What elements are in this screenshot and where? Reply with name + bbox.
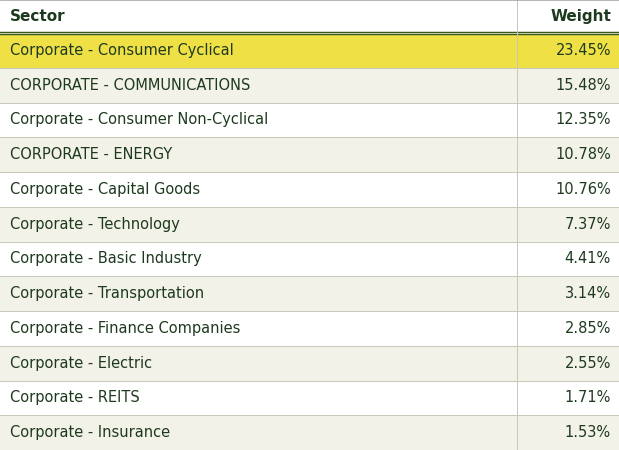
Text: Corporate - Basic Industry: Corporate - Basic Industry bbox=[10, 252, 202, 266]
Text: 2.55%: 2.55% bbox=[565, 356, 611, 371]
Bar bbox=[0, 346, 517, 381]
Bar bbox=[517, 207, 619, 242]
Text: 2.85%: 2.85% bbox=[565, 321, 611, 336]
Text: 7.37%: 7.37% bbox=[565, 216, 611, 232]
Bar bbox=[517, 33, 619, 68]
Text: 12.35%: 12.35% bbox=[555, 112, 611, 127]
Bar bbox=[0, 311, 517, 346]
Bar bbox=[517, 68, 619, 103]
Text: CORPORATE - COMMUNICATIONS: CORPORATE - COMMUNICATIONS bbox=[10, 77, 250, 93]
Text: Corporate - Consumer Non-Cyclical: Corporate - Consumer Non-Cyclical bbox=[10, 112, 268, 127]
Bar bbox=[0, 172, 517, 207]
Text: 10.78%: 10.78% bbox=[555, 147, 611, 162]
Bar bbox=[517, 242, 619, 276]
Text: Corporate - Capital Goods: Corporate - Capital Goods bbox=[10, 182, 200, 197]
Text: Corporate - Finance Companies: Corporate - Finance Companies bbox=[10, 321, 240, 336]
Text: Corporate - Consumer Cyclical: Corporate - Consumer Cyclical bbox=[10, 43, 234, 58]
Text: Corporate - Technology: Corporate - Technology bbox=[10, 216, 180, 232]
Bar bbox=[517, 276, 619, 311]
Text: 1.53%: 1.53% bbox=[565, 425, 611, 440]
Bar bbox=[0, 207, 517, 242]
Bar bbox=[0, 33, 517, 68]
Bar bbox=[517, 172, 619, 207]
Text: 1.71%: 1.71% bbox=[565, 390, 611, 405]
Bar bbox=[0, 381, 517, 415]
Bar bbox=[517, 346, 619, 381]
Text: 10.76%: 10.76% bbox=[555, 182, 611, 197]
Bar bbox=[0, 137, 517, 172]
Bar bbox=[517, 137, 619, 172]
Text: 3.14%: 3.14% bbox=[565, 286, 611, 301]
Bar bbox=[0, 103, 517, 137]
Text: Sector: Sector bbox=[10, 9, 66, 24]
Text: Corporate - Insurance: Corporate - Insurance bbox=[10, 425, 170, 440]
Text: 23.45%: 23.45% bbox=[555, 43, 611, 58]
Bar bbox=[517, 415, 619, 450]
Bar bbox=[0, 242, 517, 276]
Text: Corporate - REITS: Corporate - REITS bbox=[10, 390, 140, 405]
Text: Corporate - Electric: Corporate - Electric bbox=[10, 356, 152, 371]
Bar bbox=[517, 311, 619, 346]
Text: 15.48%: 15.48% bbox=[555, 77, 611, 93]
Text: 4.41%: 4.41% bbox=[565, 252, 611, 266]
Text: Weight: Weight bbox=[550, 9, 611, 24]
Text: CORPORATE - ENERGY: CORPORATE - ENERGY bbox=[10, 147, 172, 162]
Text: Corporate - Transportation: Corporate - Transportation bbox=[10, 286, 204, 301]
Bar bbox=[0, 415, 517, 450]
Bar bbox=[0, 276, 517, 311]
Bar bbox=[0, 0, 619, 33]
Bar bbox=[0, 68, 517, 103]
Bar bbox=[517, 381, 619, 415]
Bar bbox=[517, 103, 619, 137]
